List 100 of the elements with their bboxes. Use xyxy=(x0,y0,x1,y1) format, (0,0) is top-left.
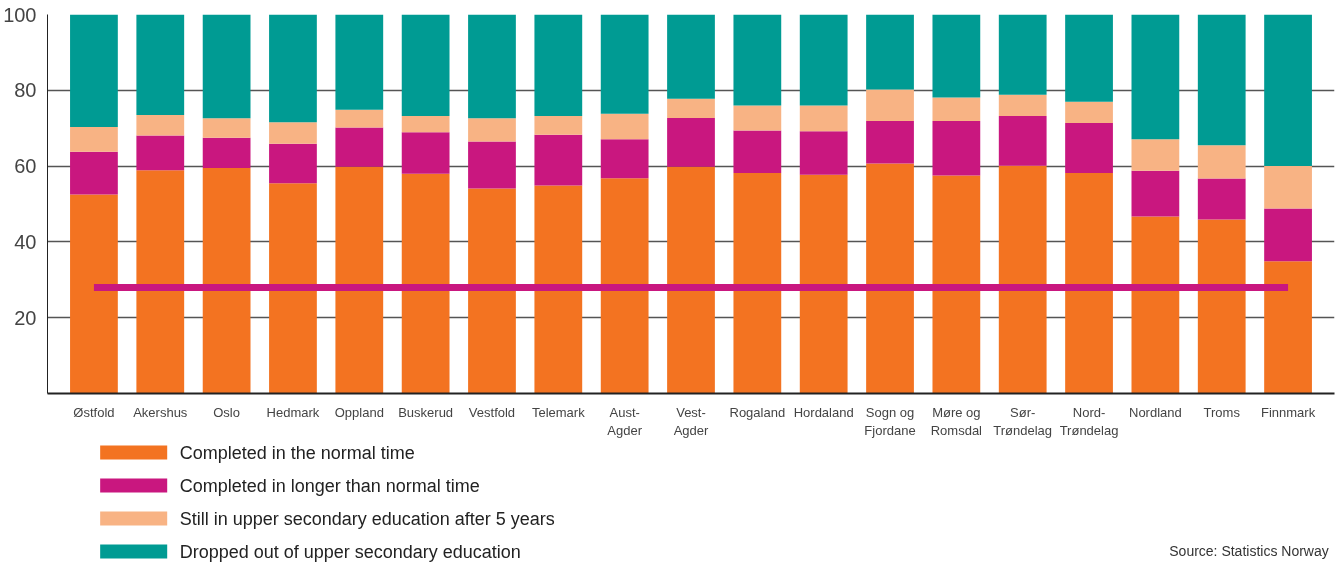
x-tick-label: Nordland xyxy=(1129,404,1182,420)
bar xyxy=(1131,14,1180,140)
bar xyxy=(401,132,450,174)
bar xyxy=(468,188,516,394)
legend-label: Still in upper secondary education after 5 years xyxy=(179,508,555,529)
bar xyxy=(70,151,118,195)
bar xyxy=(1197,145,1246,179)
bar xyxy=(136,135,185,171)
bar xyxy=(401,14,450,117)
bar xyxy=(1264,14,1312,167)
bar xyxy=(202,137,251,168)
legend-label: Dropped out of upper secondary education xyxy=(179,541,521,562)
bar xyxy=(468,14,516,119)
bar xyxy=(932,97,981,121)
x-tick-label: Buskerud xyxy=(398,404,454,420)
bar xyxy=(998,14,1047,95)
bar xyxy=(202,167,251,394)
x-tick-label: Oppland xyxy=(334,404,384,420)
bar xyxy=(932,121,981,176)
bar xyxy=(667,98,715,118)
y-tick-label: 100 xyxy=(3,3,37,26)
bar xyxy=(468,141,516,189)
x-tick-label: Aust- Agder xyxy=(607,404,643,438)
x-tick-label: Vest- Agder xyxy=(673,404,710,438)
bar xyxy=(1264,208,1312,262)
bar xyxy=(799,14,848,106)
bar xyxy=(799,131,848,175)
bar xyxy=(1264,261,1312,394)
y-tick-label: 20 xyxy=(14,306,37,329)
bar xyxy=(600,178,649,394)
bar xyxy=(269,143,317,184)
bar xyxy=(136,114,185,136)
bar xyxy=(335,166,384,394)
bar xyxy=(932,14,981,98)
bar xyxy=(733,172,782,394)
x-tick-label: Telemark xyxy=(531,404,586,420)
bar xyxy=(269,122,317,144)
bar xyxy=(1197,178,1246,220)
x-tick-label: Rogaland xyxy=(729,404,786,420)
bar xyxy=(667,166,715,394)
x-tick-label: Finnmark xyxy=(1260,404,1316,420)
bar xyxy=(667,14,715,99)
bar xyxy=(1197,219,1246,394)
bar xyxy=(335,127,384,167)
bar xyxy=(799,105,848,132)
bar xyxy=(733,130,782,173)
bar xyxy=(866,163,914,394)
bar xyxy=(1065,101,1113,123)
bar xyxy=(534,14,583,117)
bar xyxy=(1131,170,1180,217)
bar xyxy=(534,134,583,186)
bar xyxy=(136,14,185,115)
bar xyxy=(335,14,384,110)
bar xyxy=(468,118,516,142)
bar xyxy=(534,116,583,135)
y-tick-label: 80 xyxy=(14,79,37,102)
bar xyxy=(998,165,1047,394)
bar xyxy=(866,121,914,164)
bar xyxy=(998,94,1047,117)
bar xyxy=(401,173,450,394)
bar xyxy=(667,117,715,167)
bar xyxy=(932,175,981,394)
bar xyxy=(1065,14,1113,102)
bar xyxy=(1065,172,1113,394)
bar xyxy=(866,89,914,121)
x-tick-label: Akershus xyxy=(133,404,188,420)
bar xyxy=(600,14,649,114)
x-tick-label: Østfold xyxy=(73,404,115,420)
bar xyxy=(1197,14,1246,146)
bar xyxy=(1131,216,1180,394)
x-tick-label: Troms xyxy=(1203,404,1241,420)
x-tick-label: Hordaland xyxy=(793,404,854,420)
bar xyxy=(269,183,317,394)
bar xyxy=(799,174,848,394)
x-tick-label: Sør- Trøndelag xyxy=(993,404,1053,438)
y-tick-label: 40 xyxy=(14,230,37,253)
bar xyxy=(534,185,583,394)
bar xyxy=(335,109,384,128)
x-tick-label: Møre og Romsdal xyxy=(930,404,983,438)
bar xyxy=(998,116,1047,166)
x-tick-label: Nord- Trøndelag xyxy=(1059,404,1119,438)
x-tick-label: Oslo xyxy=(213,404,240,420)
bar xyxy=(70,194,118,394)
y-tick-label: 60 xyxy=(14,155,37,178)
x-tick-label: Sogn og Fjordane xyxy=(864,404,916,438)
bar xyxy=(1065,122,1113,173)
bar xyxy=(401,116,450,133)
bar xyxy=(70,14,118,128)
x-tick-label: Hedmark xyxy=(266,404,320,420)
source-note: Source: Statistics Norway xyxy=(1169,542,1329,559)
bar xyxy=(136,170,185,394)
bar xyxy=(1131,139,1180,171)
bar xyxy=(1264,166,1312,209)
bar xyxy=(600,139,649,179)
bar xyxy=(70,127,118,152)
bar xyxy=(733,14,782,106)
bar xyxy=(600,113,649,140)
bar xyxy=(269,14,317,123)
legend-label: Completed in the normal time xyxy=(179,442,415,463)
x-tick-label: Vestfold xyxy=(468,404,516,420)
